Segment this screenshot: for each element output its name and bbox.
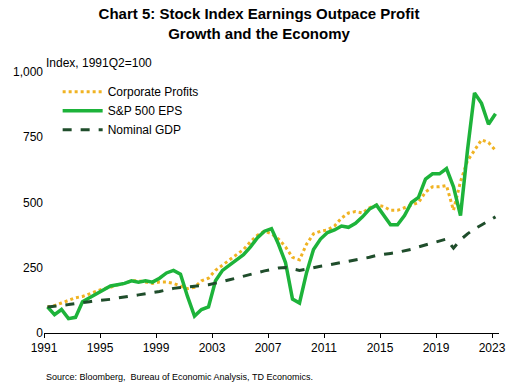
svg-text:Chart 5: Stock Index Earnings: Chart 5: Stock Index Earnings Outpace Pr… bbox=[99, 5, 420, 42]
svg-text:Corporate Profits: Corporate Profits bbox=[108, 85, 199, 99]
svg-text:2007: 2007 bbox=[255, 341, 282, 355]
svg-text:1991: 1991 bbox=[31, 341, 58, 355]
svg-text:2003: 2003 bbox=[199, 341, 226, 355]
svg-text:Nominal GDP: Nominal GDP bbox=[108, 123, 181, 137]
svg-text:2019: 2019 bbox=[423, 341, 450, 355]
svg-text:500: 500 bbox=[23, 196, 43, 210]
svg-text:2015: 2015 bbox=[367, 341, 394, 355]
svg-text:2023: 2023 bbox=[479, 341, 506, 355]
svg-text:1995: 1995 bbox=[87, 341, 114, 355]
svg-text:Source: Bloomberg, Bureau of: Source: Bloomberg, Bureau of Economic An… bbox=[46, 372, 313, 382]
svg-text:750: 750 bbox=[23, 130, 43, 144]
svg-text:0: 0 bbox=[36, 326, 43, 340]
svg-text:1999: 1999 bbox=[143, 341, 170, 355]
svg-text:250: 250 bbox=[23, 261, 43, 275]
svg-text:S&P 500 EPS: S&P 500 EPS bbox=[108, 104, 182, 118]
svg-text:Index, 1991Q2=100: Index, 1991Q2=100 bbox=[46, 56, 152, 70]
svg-text:2011: 2011 bbox=[311, 341, 337, 355]
svg-text:1,000: 1,000 bbox=[13, 65, 43, 79]
